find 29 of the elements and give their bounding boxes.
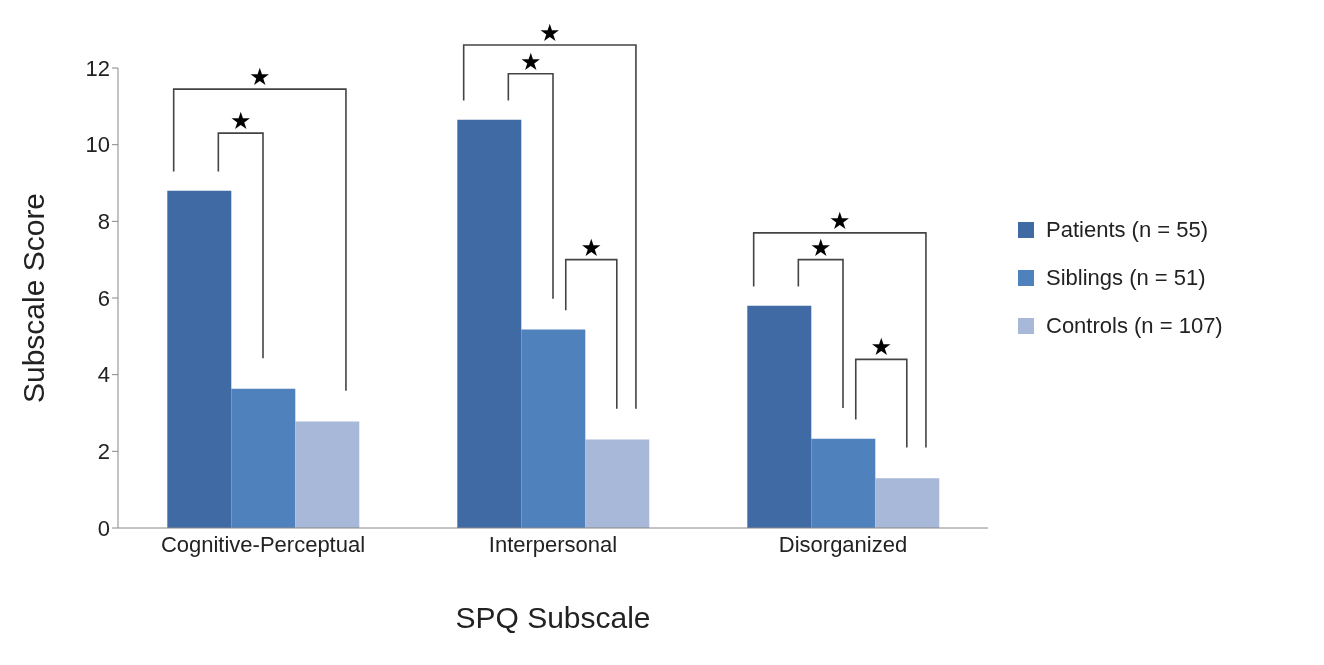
y-tick-label: 10 — [85, 132, 110, 158]
y-tick-label: 2 — [97, 439, 110, 465]
x-tick-label: Interpersonal — [488, 531, 618, 557]
legend-label: Siblings (n = 51) — [1046, 265, 1206, 291]
bar — [521, 329, 586, 528]
bar — [811, 438, 876, 528]
annotation: ★ — [249, 63, 271, 92]
annotation: ★ — [829, 206, 851, 235]
y-tick-label: 6 — [97, 285, 110, 311]
x-tick-label: Cognitive-Perceptual — [160, 531, 366, 557]
annotation: ★ — [580, 233, 603, 262]
y-axis-title: Subscale Score — [16, 192, 50, 404]
annotation: ★ — [519, 47, 542, 76]
bar — [585, 439, 650, 528]
y-tick-label: 0 — [97, 515, 110, 541]
legend-label: Controls (n = 107) — [1046, 313, 1223, 339]
bar — [875, 478, 940, 528]
annotation: ★ — [229, 107, 252, 136]
bar — [231, 388, 296, 528]
x-tick-label: Disorganized — [778, 531, 908, 557]
y-tick-label: 4 — [97, 362, 110, 388]
annotation: ★ — [809, 233, 832, 262]
y-tick-label: 8 — [97, 209, 110, 235]
x-axis-title: SPQ Subscale — [455, 601, 651, 634]
y-tick-label: 12 — [85, 55, 110, 81]
text: ★ — [539, 19, 561, 47]
annotation: ★ — [870, 333, 893, 362]
bar — [295, 421, 360, 528]
legend-label: Patients (n = 55) — [1046, 217, 1209, 243]
